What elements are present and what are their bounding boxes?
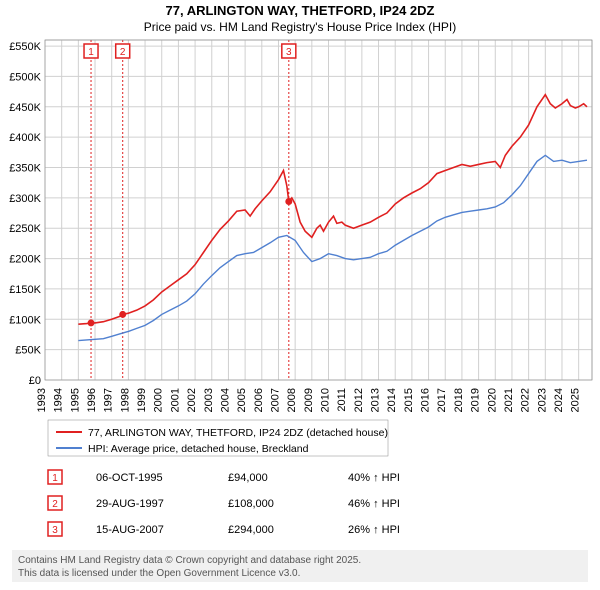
chart-title-line2: Price paid vs. HM Land Registry's House … <box>144 20 456 34</box>
table-delta: 40% ↑ HPI <box>348 472 400 484</box>
x-tick-label: 1993 <box>36 388 48 412</box>
x-tick-label: 2017 <box>436 388 448 412</box>
y-tick-label: £500K <box>9 71 41 83</box>
x-tick-label: 1998 <box>119 388 131 412</box>
x-tick-label: 2005 <box>236 388 248 412</box>
x-tick-label: 2000 <box>153 388 165 412</box>
x-tick-label: 2014 <box>386 388 398 412</box>
footer-line2: This data is licensed under the Open Gov… <box>18 568 300 579</box>
legend-label: 77, ARLINGTON WAY, THETFORD, IP24 2DZ (d… <box>88 427 388 439</box>
y-tick-label: £300K <box>9 193 41 205</box>
y-tick-label: £400K <box>9 132 41 144</box>
table-marker-number: 3 <box>52 525 58 536</box>
y-tick-label: £350K <box>9 163 41 175</box>
table-delta: 46% ↑ HPI <box>348 498 400 510</box>
x-tick-label: 1994 <box>53 388 65 412</box>
y-tick-label: £250K <box>9 223 41 235</box>
x-tick-label: 2011 <box>336 388 348 412</box>
chart-title-line1: 77, ARLINGTON WAY, THETFORD, IP24 2DZ <box>166 3 435 18</box>
x-tick-label: 2019 <box>470 388 482 412</box>
y-tick-label: £200K <box>9 254 41 266</box>
x-tick-label: 2022 <box>520 388 532 412</box>
table-delta: 26% ↑ HPI <box>348 524 400 536</box>
x-tick-label: 1999 <box>136 388 148 412</box>
x-tick-label: 2001 <box>169 388 181 412</box>
x-tick-label: 2008 <box>286 388 298 412</box>
x-tick-label: 2020 <box>486 388 498 412</box>
table-date: 29-AUG-1997 <box>96 498 164 510</box>
legend-label: HPI: Average price, detached house, Brec… <box>88 443 309 455</box>
sale-marker-number: 3 <box>286 47 292 58</box>
chart-svg: 77, ARLINGTON WAY, THETFORD, IP24 2DZ Pri… <box>0 0 600 590</box>
y-tick-label: £50K <box>15 345 41 357</box>
x-tick-label: 2018 <box>453 388 465 412</box>
x-tick-label: 1995 <box>69 388 81 412</box>
x-tick-label: 2004 <box>219 388 231 412</box>
sale-marker-number: 1 <box>88 47 94 58</box>
table-marker-number: 2 <box>52 499 58 510</box>
table-date: 15-AUG-2007 <box>96 524 164 536</box>
chart-container: 77, ARLINGTON WAY, THETFORD, IP24 2DZ Pri… <box>0 0 600 590</box>
plot-area <box>45 40 592 380</box>
x-tick-label: 2021 <box>503 388 515 412</box>
y-tick-label: £0 <box>29 375 41 387</box>
x-tick-label: 2006 <box>253 388 265 412</box>
table-price: £294,000 <box>228 524 274 536</box>
table-date: 06-OCT-1995 <box>96 472 163 484</box>
x-tick-label: 1996 <box>86 388 98 412</box>
y-tick-label: £100K <box>9 314 41 326</box>
x-tick-label: 2010 <box>320 388 332 412</box>
table-price: £108,000 <box>228 498 274 510</box>
y-tick-label: £150K <box>9 284 41 296</box>
x-tick-label: 2012 <box>353 388 365 412</box>
x-tick-label: 2002 <box>186 388 198 412</box>
x-tick-label: 2009 <box>303 388 315 412</box>
table-price: £94,000 <box>228 472 268 484</box>
x-tick-label: 2016 <box>420 388 432 412</box>
x-tick-label: 2024 <box>553 388 565 412</box>
table-marker-number: 1 <box>52 473 58 484</box>
x-tick-label: 1997 <box>103 388 115 412</box>
x-tick-label: 2015 <box>403 388 415 412</box>
y-tick-label: £550K <box>9 41 41 53</box>
footer-line1: Contains HM Land Registry data © Crown c… <box>18 555 361 566</box>
x-tick-label: 2007 <box>269 388 281 412</box>
y-tick-label: £450K <box>9 102 41 114</box>
x-tick-label: 2025 <box>570 388 582 412</box>
sale-marker-number: 2 <box>120 47 126 58</box>
x-tick-label: 2013 <box>370 388 382 412</box>
x-tick-label: 2003 <box>203 388 215 412</box>
x-tick-label: 2023 <box>536 388 548 412</box>
